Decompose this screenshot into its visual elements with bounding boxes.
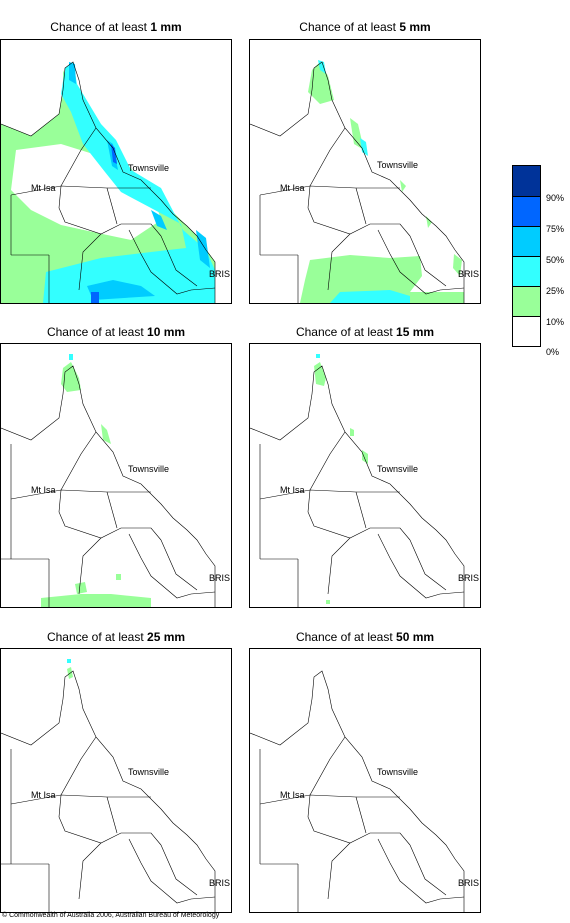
title-amount: 5 mm [399, 20, 431, 34]
borders-15mm [259, 431, 465, 607]
legend-swatch-75 [513, 196, 540, 226]
legend-swatch-90 [513, 166, 540, 196]
legend-swatch-10 [513, 286, 540, 316]
coastline-1mm [1, 61, 216, 303]
title-amount: 15 mm [396, 325, 435, 339]
borders-10mm [1, 431, 216, 607]
map-10mm: Townsville Mt Isa BRIS [0, 343, 232, 608]
map-50mm: Townsville Mt Isa BRIS [249, 648, 481, 913]
borders-25mm [1, 736, 216, 912]
legend-swatch-25 [513, 256, 540, 286]
map-svg-1mm [1, 61, 216, 303]
map-1mm: Townsville Mt Isa BRIS [0, 39, 232, 304]
coastline-10mm [1, 365, 216, 607]
panel-title-5mm: Chance of at least 5 mm [249, 20, 481, 34]
coastline-5mm [250, 61, 465, 303]
borders-50mm [259, 736, 465, 912]
place-mt-isa: Mt Isa [31, 183, 56, 193]
coastline-15mm [250, 365, 465, 607]
place-mt-isa: Mt Isa [280, 183, 305, 193]
legend-colorbar [512, 165, 541, 347]
map-25mm: Townsville Mt Isa BRIS [0, 648, 232, 913]
place-bris: BRIS [209, 878, 231, 888]
map-svg-15mm [250, 354, 465, 607]
panel-title-15mm: Chance of at least 15 mm [249, 325, 481, 339]
map-15mm: Townsville Mt Isa BRIS [249, 343, 481, 608]
title-prefix: Chance of at least [50, 20, 151, 34]
place-mt-isa: Mt Isa [31, 485, 56, 495]
title-prefix: Chance of at least [295, 630, 397, 644]
place-mt-isa: Mt Isa [31, 790, 56, 800]
legend-label-50: 50% [546, 255, 565, 265]
place-bris: BRIS [209, 573, 231, 583]
map-svg-10mm [1, 354, 216, 607]
map-svg-5mm [250, 60, 465, 303]
legend-label-90: 90% [546, 193, 565, 203]
place-townsville: Townsville [377, 464, 419, 474]
rain-1mm [1, 62, 215, 303]
borders-1mm [10, 127, 216, 303]
place-townsville: Townsville [128, 163, 170, 173]
place-bris: BRIS [458, 573, 480, 583]
title-prefix: Chance of at least [46, 325, 148, 339]
legend-label-0: 0% [546, 347, 560, 357]
title-amount: 1 mm [150, 20, 182, 34]
place-bris: BRIS [209, 269, 231, 279]
place-bris: BRIS [458, 269, 480, 279]
rain-10mm [41, 354, 151, 607]
copyright-notice: © Commonwealth of Australia 2006, Austra… [2, 912, 220, 919]
legend-label-10: 10% [546, 317, 565, 327]
map-5mm: Townsville Mt Isa BRIS [249, 39, 481, 304]
borders-5mm [259, 127, 465, 303]
place-bris: BRIS [458, 878, 480, 888]
place-mt-isa: Mt Isa [280, 485, 305, 495]
place-townsville: Townsville [377, 767, 419, 777]
title-prefix: Chance of at least [46, 630, 148, 644]
panel-title-50mm: Chance of at least 50 mm [249, 630, 481, 644]
place-townsville: Townsville [377, 160, 419, 170]
legend-label-25: 25% [546, 286, 565, 296]
legend-swatch-50 [513, 226, 540, 256]
title-amount: 10 mm [147, 325, 186, 339]
place-townsville: Townsville [128, 767, 170, 777]
legend-swatch-0 [513, 316, 540, 346]
coastline-25mm [1, 670, 216, 912]
legend-label-75: 75% [546, 224, 565, 234]
title-amount: 50 mm [396, 630, 435, 644]
map-svg-25mm [1, 659, 216, 912]
rain-25mm [67, 659, 73, 679]
rain-5mm [300, 60, 464, 303]
place-townsville: Townsville [128, 464, 170, 474]
rain-15mm [314, 354, 368, 604]
place-mt-isa: Mt Isa [280, 790, 305, 800]
coastline-50mm [250, 670, 465, 912]
panel-title-10mm: Chance of at least 10 mm [0, 325, 232, 339]
map-svg-50mm [250, 670, 465, 912]
title-prefix: Chance of at least [299, 20, 400, 34]
panel-title-1mm: Chance of at least 1 mm [0, 20, 232, 34]
title-prefix: Chance of at least [295, 325, 397, 339]
panel-title-25mm: Chance of at least 25 mm [0, 630, 232, 644]
title-amount: 25 mm [147, 630, 186, 644]
